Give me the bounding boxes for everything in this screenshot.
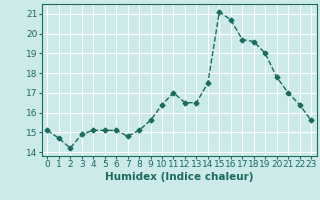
- X-axis label: Humidex (Indice chaleur): Humidex (Indice chaleur): [105, 172, 253, 182]
